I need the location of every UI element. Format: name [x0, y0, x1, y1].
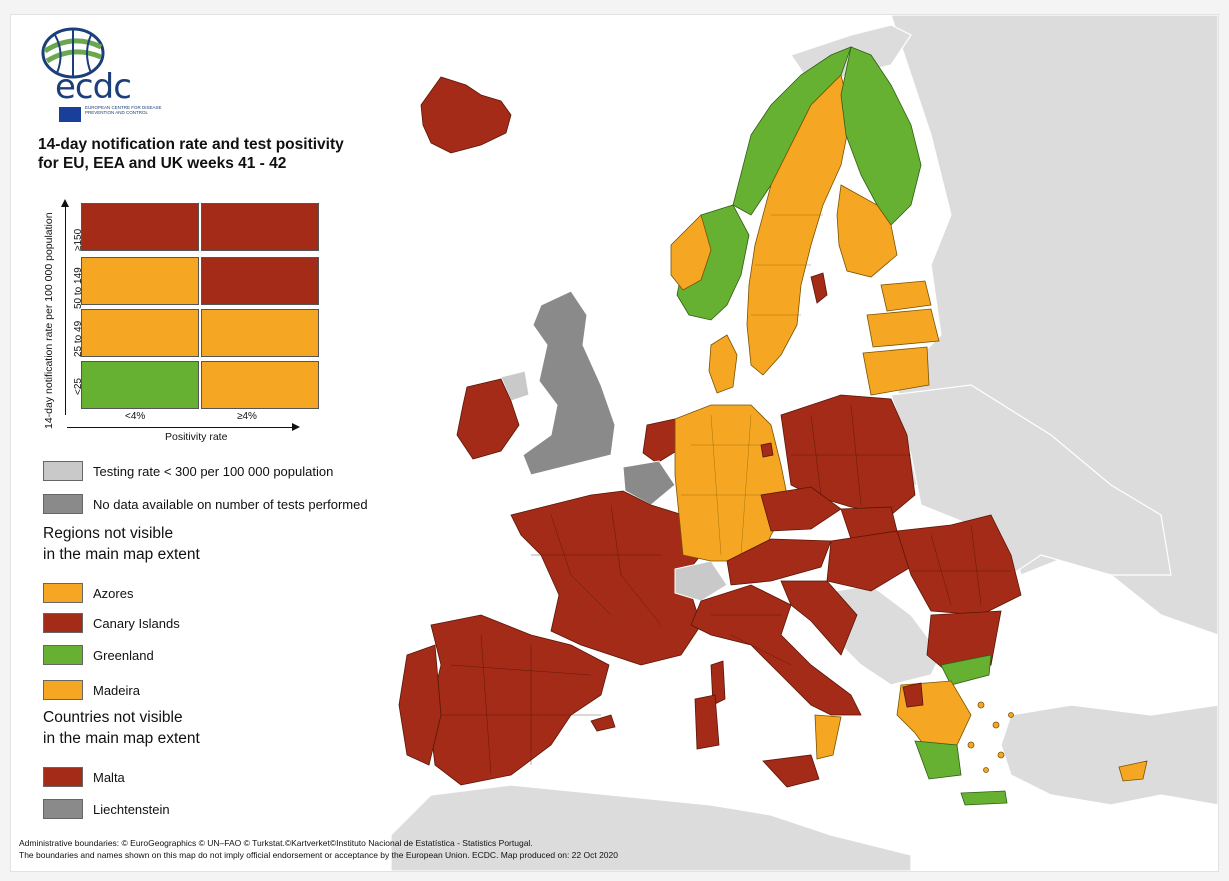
czechia: [760, 486, 842, 532]
finland-south: [836, 184, 898, 278]
swatch-no-data: [43, 494, 83, 514]
swatch-greenland: [43, 645, 83, 665]
y-label-1: ≥150: [73, 228, 84, 251]
sicily: [762, 754, 820, 788]
calabria: [814, 714, 842, 760]
swatch-madeira: [43, 680, 83, 700]
crete: [960, 790, 1008, 806]
greece-north: [940, 654, 992, 686]
netherlands: [642, 418, 684, 464]
romania: [896, 514, 1022, 616]
united-kingdom: [522, 290, 616, 476]
eu-flag-icon: [59, 107, 81, 122]
x-axis-title: Positivity rate: [165, 431, 228, 443]
ecdc-logo-text: ecdc: [55, 67, 132, 107]
matrix-cell: [201, 257, 319, 305]
map-footer: Administrative boundaries: © EuroGeograp…: [19, 837, 618, 861]
lithuania: [862, 346, 930, 396]
switzerland: [674, 560, 728, 602]
africa-land: [390, 784, 912, 871]
matrix-cell: [201, 203, 319, 251]
peloponnese: [914, 740, 962, 780]
ireland: [456, 378, 520, 460]
legend-azores-label: Azores: [93, 586, 134, 601]
corsica: [710, 660, 726, 706]
turkey-land: [1000, 704, 1218, 806]
hungary: [826, 530, 912, 592]
greece-west-region: [902, 682, 924, 708]
finland-north: [840, 46, 922, 226]
belgium: [622, 460, 676, 506]
footer-line-2: The boundaries and names shown on this m…: [19, 850, 618, 860]
europe-map: [390, 15, 1218, 871]
legend-malta-label: Malta: [93, 770, 125, 785]
germany: [674, 404, 790, 562]
italy: [690, 584, 862, 716]
y-axis-arrow: [61, 199, 69, 415]
sardinia: [694, 694, 720, 750]
gotland: [810, 272, 828, 304]
latvia: [866, 308, 940, 348]
norway-west: [670, 214, 712, 291]
map-frame: ecdc EUROPEAN CENTRE FOR DISEASE PREVENT…: [10, 14, 1219, 872]
ecdc-logo-subtext: EUROPEAN CENTRE FOR DISEASE PREVENTION A…: [85, 105, 162, 115]
swatch-liechtenstein: [43, 799, 83, 819]
footer-line-1: Administrative boundaries: © EuroGeograp…: [19, 838, 533, 848]
title-line-2: for EU, EEA and UK weeks 41 - 42: [38, 155, 287, 172]
countries-heading: Countries not visible in the main map ex…: [43, 707, 200, 749]
globe-icon: [41, 27, 105, 79]
iceland: [420, 76, 512, 154]
legend-madeira-label: Madeira: [93, 683, 140, 698]
matrix-cell: [201, 309, 319, 357]
matrix-cell: [81, 361, 199, 409]
france: [510, 490, 702, 666]
swatch-azores: [43, 583, 83, 603]
cyprus: [1118, 760, 1148, 782]
belarus-ukraine-land: [890, 384, 1172, 576]
x-axis-arrow: [67, 423, 300, 431]
y-label-3: 25 to 49: [73, 320, 84, 357]
countries-heading-line-2: in the main map extent: [43, 730, 200, 747]
swatch-canary-islands: [43, 613, 83, 633]
x-label-low: <4%: [125, 411, 146, 422]
ecdc-logo: [35, 23, 175, 133]
matrix-cell: [81, 203, 199, 251]
balearic-islands: [590, 714, 616, 732]
swatch-testing-rate: [43, 461, 83, 481]
legend-liechtenstein-label: Liechtenstein: [93, 802, 170, 817]
regions-heading-line-2: in the main map extent: [43, 546, 200, 563]
denmark: [708, 334, 738, 394]
legend-greenland-label: Greenland: [93, 648, 154, 663]
y-axis-title: 14-day notification rate per 100 000 pop…: [43, 212, 55, 429]
swatch-malta: [43, 767, 83, 787]
matrix-cell: [81, 309, 199, 357]
regions-heading: Regions not visible in the main map exte…: [43, 523, 200, 565]
austria: [726, 538, 832, 586]
legend-testing-rate-label: Testing rate < 300 per 100 000 populatio…: [93, 464, 334, 479]
title-line-1: 14-day notification rate and test positi…: [38, 136, 344, 153]
x-label-high: ≥4%: [237, 411, 257, 422]
legend-no-data-label: No data available on number of tests per…: [93, 497, 368, 512]
regions-heading-line-1: Regions not visible: [43, 525, 174, 542]
berlin: [760, 442, 774, 458]
aegean-islands: [967, 701, 1014, 773]
y-label-4: <25: [73, 378, 84, 395]
legend-canary-islands-label: Canary Islands: [93, 616, 180, 631]
estonia: [880, 280, 932, 312]
map-title: 14-day notification rate and test positi…: [38, 135, 344, 173]
matrix-cell: [81, 257, 199, 305]
matrix-cell: [201, 361, 319, 409]
countries-heading-line-1: Countries not visible: [43, 709, 183, 726]
sweden: [746, 74, 852, 376]
y-label-2: 50 to 149: [73, 267, 84, 309]
portugal: [398, 644, 442, 766]
